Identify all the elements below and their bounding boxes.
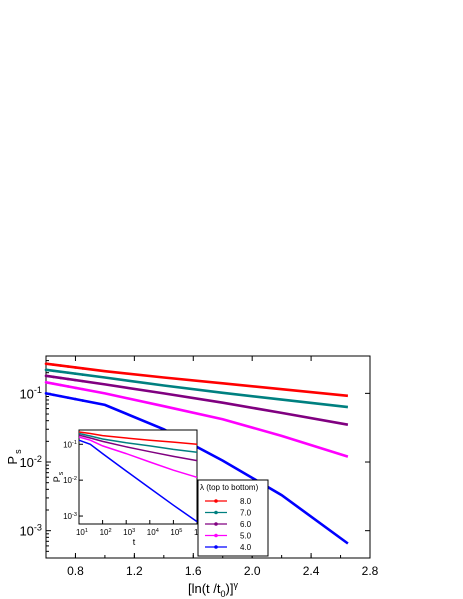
series-marker-7.0: [81, 373, 85, 376]
x-tick-label: 2.8: [362, 564, 379, 578]
inset-x-tick-label: 102: [100, 528, 112, 537]
series-marker-4.0: [59, 394, 63, 398]
series-marker-4.0: [74, 397, 77, 401]
legend-marker-5.0: [214, 533, 218, 538]
series-marker-4.0: [44, 392, 48, 395]
series-marker-8.0: [81, 367, 85, 370]
series-marker-5.0: [59, 383, 63, 387]
series-marker-5.0: [81, 387, 85, 391]
inset-series: [78, 431, 198, 523]
series-line-8.0: [45, 362, 349, 398]
series-marker-7.0: [74, 372, 77, 375]
main-series: [44, 362, 349, 545]
x-tick-label: 1.2: [126, 564, 143, 578]
inset-y-axis-label: Ps: [52, 471, 65, 482]
series-line-7.0: [45, 368, 349, 409]
inset-x-tick-label: 101: [76, 528, 88, 537]
inset-series-line-8.0: [78, 431, 198, 446]
series-marker-4.0: [52, 393, 55, 397]
series-marker-6.0: [74, 378, 77, 382]
legend-marker-7.0: [214, 510, 218, 515]
series-line-5.0: [45, 381, 349, 458]
y-tick-label: 10-1: [19, 385, 42, 401]
series-marker-8.0: [74, 366, 77, 369]
legend-marker-6.0: [214, 522, 218, 526]
series-marker-4.0: [81, 399, 85, 402]
series-marker-7.0: [66, 371, 70, 375]
x-axis-label: [ln(t /t0)]γ: [188, 580, 238, 599]
series-marker-6.0: [66, 377, 70, 381]
legend-box: [197, 479, 269, 557]
series-marker-6.0: [59, 376, 63, 380]
series-marker-5.0: [52, 382, 55, 385]
series-marker-5.0: [66, 385, 70, 388]
series-marker-5.0: [44, 380, 48, 384]
x-tick-label: 2.0: [244, 564, 261, 578]
legend-marker-4.0: [214, 545, 218, 549]
inset-x-tick-label: 103: [123, 528, 135, 537]
series-marker-5.0: [74, 386, 77, 390]
series-marker-8.0: [52, 363, 55, 366]
inset-series-line-5.0: [78, 436, 198, 479]
x-tick-label: 1.6: [185, 564, 202, 578]
series-marker-4.0: [66, 396, 70, 399]
inset-x-tick-label: 105: [170, 528, 182, 537]
inset-series-line-7.0: [78, 432, 198, 453]
inset-series-line-4.0: [78, 439, 198, 523]
series-marker-7.0: [52, 369, 55, 373]
legend-title: λ (top to bottom): [200, 483, 259, 492]
series-marker-8.0: [66, 365, 70, 368]
inset-y-tick-label: 10-1: [63, 440, 77, 449]
legend-label-8.0: 8.0: [240, 497, 252, 506]
inset-y-tick-label: 10-2: [63, 476, 77, 485]
series-marker-6.0: [81, 379, 85, 383]
series-marker-7.0: [44, 368, 48, 372]
series-marker-7.0: [59, 370, 63, 374]
inset-x-axis-label: t: [133, 537, 136, 547]
y-tick-label: 10-3: [19, 522, 42, 538]
series-marker-6.0: [44, 374, 48, 378]
series-marker-8.0: [59, 364, 63, 367]
legend-label-5.0: 5.0: [240, 532, 252, 541]
series-line-6.0: [45, 374, 349, 426]
y-tick-label: 10-2: [19, 454, 42, 470]
series-marker-6.0: [52, 375, 55, 379]
main-plot-frame: [45, 355, 371, 559]
inset-y-tick-label: 10-3: [63, 512, 77, 521]
legend-label-6.0: 6.0: [240, 520, 252, 529]
series-marker-8.0: [44, 362, 48, 366]
inset-series-line-6.0: [78, 434, 198, 462]
legend-marker-8.0: [214, 499, 218, 503]
x-tick-label: 0.8: [67, 564, 84, 578]
legend-items: 8.0 7.0 6.0 5.0 4.0: [205, 497, 252, 552]
x-tick-label: 2.4: [303, 564, 320, 578]
legend-label-4.0: 4.0: [240, 543, 252, 552]
legend-label-7.0: 7.0: [240, 509, 252, 518]
inset-x-tick-label: 104: [147, 528, 159, 537]
